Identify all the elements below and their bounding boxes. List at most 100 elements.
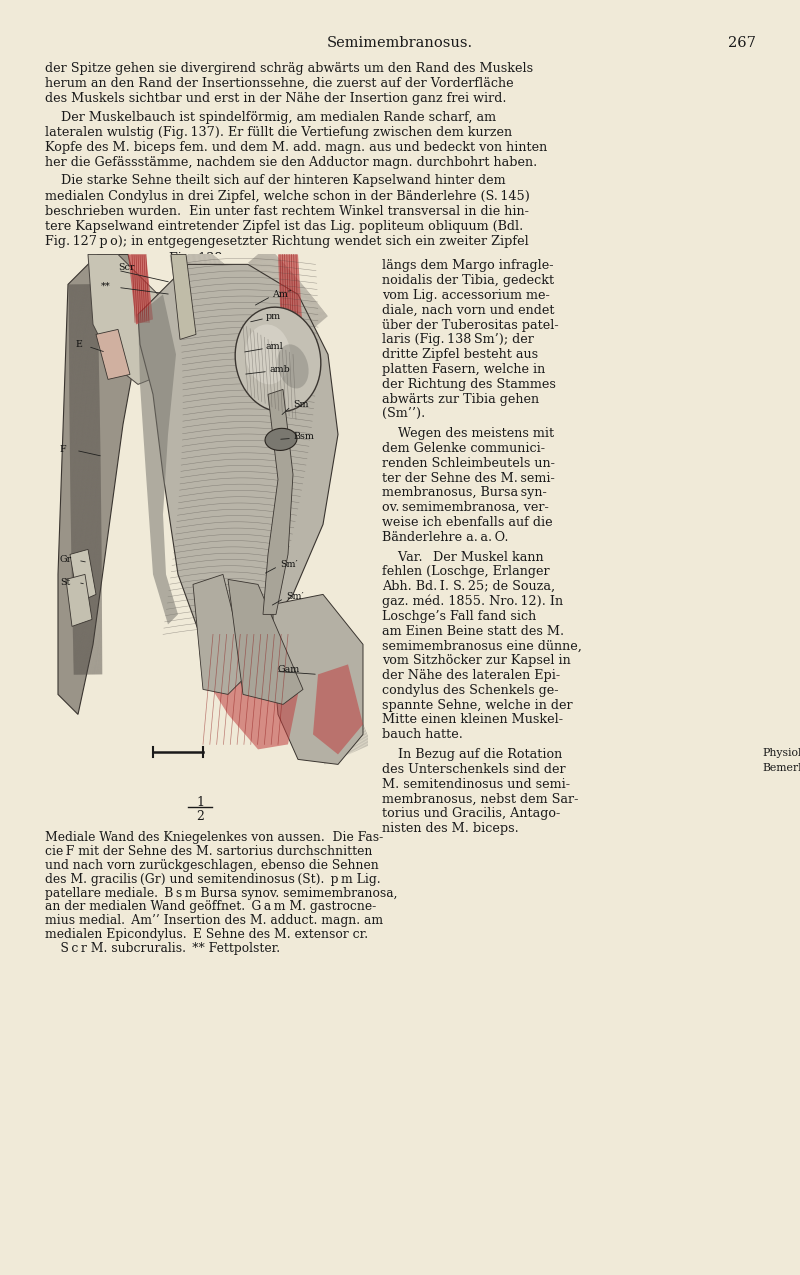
- Text: patellare mediale. B s m Bursa synov. semimembranosa,: patellare mediale. B s m Bursa synov. se…: [45, 886, 398, 900]
- Text: der Richtung des Stammes: der Richtung des Stammes: [382, 377, 556, 391]
- Text: dem Gelenke communici-: dem Gelenke communici-: [382, 442, 545, 455]
- Text: F: F: [60, 445, 66, 454]
- Polygon shape: [203, 625, 298, 750]
- FancyBboxPatch shape: [28, 255, 368, 774]
- Text: des M. gracilis (Gr) und semitendinosus (St). p m Lig.: des M. gracilis (Gr) und semitendinosus …: [45, 873, 381, 886]
- Text: semimembranosus eine dünne,: semimembranosus eine dünne,: [382, 639, 582, 653]
- Text: spannte Sehne, welche in der: spannte Sehne, welche in der: [382, 699, 573, 711]
- Polygon shape: [66, 575, 92, 626]
- Text: medialen Epicondylus. E Sehne des M. extensor cr.: medialen Epicondylus. E Sehne des M. ext…: [45, 928, 368, 941]
- Text: mius medial. Am’’ Insertion des M. adduct. magn. am: mius medial. Am’’ Insertion des M. adduc…: [45, 914, 383, 927]
- Text: membranosus, Bursa syn-: membranosus, Bursa syn-: [382, 486, 546, 500]
- Text: Scr: Scr: [118, 263, 134, 272]
- Text: dritte Zipfel besteht aus: dritte Zipfel besteht aus: [382, 348, 538, 361]
- Text: Fig. 138.: Fig. 138.: [170, 252, 226, 265]
- Text: Bsm: Bsm: [293, 432, 314, 441]
- Text: und nach vorn zurückgeschlagen, ebenso die Sehnen: und nach vorn zurückgeschlagen, ebenso d…: [45, 859, 378, 872]
- Text: 2: 2: [196, 811, 204, 824]
- Polygon shape: [70, 550, 96, 602]
- Text: des Muskels sichtbar und erst in der Nähe der Insertion ganz frei wird.: des Muskels sichtbar und erst in der Näh…: [45, 92, 506, 106]
- Text: 1: 1: [196, 797, 204, 810]
- Polygon shape: [228, 579, 303, 704]
- Text: renden Schleimbeutels un-: renden Schleimbeutels un-: [382, 456, 555, 469]
- Text: **: **: [101, 282, 110, 291]
- Text: E: E: [76, 340, 83, 349]
- Text: cie F mit der Sehne des M. sartorius durchschnitten: cie F mit der Sehne des M. sartorius dur…: [45, 845, 372, 858]
- Text: aml: aml: [266, 342, 284, 351]
- Text: Sm′: Sm′: [280, 560, 298, 569]
- Text: St: St: [60, 578, 70, 586]
- Polygon shape: [193, 575, 248, 695]
- Polygon shape: [273, 594, 363, 765]
- Text: am Einen Beine statt des M.: am Einen Beine statt des M.: [382, 625, 564, 638]
- Text: vom Lig. accessorium me-: vom Lig. accessorium me-: [382, 289, 550, 302]
- Text: diale, nach vorn und endet: diale, nach vorn und endet: [382, 303, 554, 316]
- Text: Loschge’s Fall fand sich: Loschge’s Fall fand sich: [382, 609, 536, 622]
- Text: amb: amb: [270, 365, 290, 374]
- Text: gaz. méd. 1855. Nro. 12). In: gaz. méd. 1855. Nro. 12). In: [382, 595, 563, 608]
- Polygon shape: [263, 389, 293, 615]
- Text: Bänderlehre a. a. O.: Bänderlehre a. a. O.: [382, 530, 509, 544]
- Text: M. semitendinosus und semi-: M. semitendinosus und semi-: [382, 778, 570, 790]
- Text: ov. semimembranosa, ver-: ov. semimembranosa, ver-: [382, 501, 549, 514]
- Text: Die starke Sehne theilt sich auf der hinteren Kapselwand hinter dem: Die starke Sehne theilt sich auf der hin…: [45, 175, 506, 187]
- Text: abwärts zur Tibia gehen: abwärts zur Tibia gehen: [382, 393, 539, 405]
- Text: weise ich ebenfalls auf die: weise ich ebenfalls auf die: [382, 516, 553, 529]
- Text: bauch hatte.: bauch hatte.: [382, 728, 463, 741]
- Text: über der Tuberositas patel-: über der Tuberositas patel-: [382, 319, 558, 332]
- Text: der Nähe des lateralen Epi-: der Nähe des lateralen Epi-: [382, 669, 560, 682]
- Text: Am″: Am″: [272, 289, 291, 298]
- Text: Fig. 127 p o); in entgegengesetzter Richtung wendet sich ein zweiter Zipfel: Fig. 127 p o); in entgegengesetzter Rich…: [45, 235, 529, 249]
- Polygon shape: [313, 664, 363, 755]
- Ellipse shape: [246, 324, 290, 384]
- Text: Gam: Gam: [278, 664, 300, 674]
- Text: ter der Sehne des M. semi-: ter der Sehne des M. semi-: [382, 472, 554, 484]
- Text: Mitte einen kleinen Muskel-: Mitte einen kleinen Muskel-: [382, 714, 563, 727]
- Text: 267: 267: [728, 36, 756, 50]
- Text: condylus des Schenkels ge-: condylus des Schenkels ge-: [382, 683, 558, 697]
- Text: torius und Gracilis, Antago-: torius und Gracilis, Antago-: [382, 807, 560, 820]
- Text: tere Kapselwand eintretender Zipfel ist das Lig. popliteum obliquum (Bdl.: tere Kapselwand eintretender Zipfel ist …: [45, 221, 523, 233]
- Text: Gr: Gr: [60, 555, 72, 564]
- Ellipse shape: [265, 428, 297, 450]
- Text: Semimembranosus.: Semimembranosus.: [327, 36, 473, 50]
- Text: Sm: Sm: [293, 400, 309, 409]
- Text: membranosus, nebst dem Sar-: membranosus, nebst dem Sar-: [382, 792, 578, 806]
- Text: Sm′: Sm′: [286, 592, 304, 601]
- Text: noidalis der Tibia, gedeckt: noidalis der Tibia, gedeckt: [382, 274, 554, 287]
- Text: Abh. Bd. I. S. 25; de Souza,: Abh. Bd. I. S. 25; de Souza,: [382, 580, 555, 593]
- Text: des Unterschenkels sind der: des Unterschenkels sind der: [382, 762, 566, 775]
- Polygon shape: [58, 255, 143, 714]
- Text: längs dem Margo infragle-: längs dem Margo infragle-: [382, 259, 554, 273]
- Text: platten Fasern, welche in: platten Fasern, welche in: [382, 363, 546, 376]
- Polygon shape: [278, 255, 306, 384]
- Polygon shape: [88, 255, 178, 384]
- Text: her die Gefässstämme, nachdem sie den Adductor magn. durchbohrt haben.: her die Gefässstämme, nachdem sie den Ad…: [45, 157, 538, 170]
- Polygon shape: [96, 329, 130, 380]
- Text: an der medialen Wand geöffnet. G a m M. gastrocne-: an der medialen Wand geöffnet. G a m M. …: [45, 900, 376, 913]
- Text: Var.  Der Muskel kann: Var. Der Muskel kann: [382, 551, 544, 564]
- Ellipse shape: [278, 344, 309, 389]
- Text: medialen Condylus in drei Zipfel, welche schon in der Bänderlehre (S. 145): medialen Condylus in drei Zipfel, welche…: [45, 190, 530, 203]
- Text: der Spitze gehen sie divergirend schräg abwärts um den Rand des Muskels: der Spitze gehen sie divergirend schräg …: [45, 62, 533, 75]
- Text: Bemerk.: Bemerk.: [762, 762, 800, 773]
- Polygon shape: [171, 255, 196, 339]
- Text: S c r M. subcruralis. ** Fettpolster.: S c r M. subcruralis. ** Fettpolster.: [45, 942, 280, 955]
- Text: laris (Fig. 138 Sm’); der: laris (Fig. 138 Sm’); der: [382, 333, 534, 347]
- Text: beschrieben wurden.  Ein unter fast rechtem Winkel transversal in die hin-: beschrieben wurden. Ein unter fast recht…: [45, 205, 529, 218]
- Text: Wegen des meistens mit: Wegen des meistens mit: [382, 427, 554, 440]
- Polygon shape: [138, 295, 178, 625]
- Text: pm: pm: [266, 312, 281, 321]
- Text: herum an den Rand der Insertionssehne, die zuerst auf der Vorderfläche: herum an den Rand der Insertionssehne, d…: [45, 78, 514, 91]
- Ellipse shape: [235, 307, 321, 412]
- Polygon shape: [128, 255, 153, 324]
- Text: fehlen (Loschge, Erlanger: fehlen (Loschge, Erlanger: [382, 565, 550, 579]
- Text: (Sm’’).: (Sm’’).: [382, 408, 426, 421]
- Text: Mediale Wand des Kniegelenkes von aussen.  Die Fas-: Mediale Wand des Kniegelenkes von aussen…: [45, 831, 383, 844]
- Text: vom Sitzhöcker zur Kapsel in: vom Sitzhöcker zur Kapsel in: [382, 654, 570, 667]
- Text: Physiol.: Physiol.: [762, 748, 800, 759]
- Text: Kopfe des M. biceps fem. und dem M. add. magn. aus und bedeckt von hinten: Kopfe des M. biceps fem. und dem M. add.…: [45, 142, 547, 154]
- Text: nisten des M. biceps.: nisten des M. biceps.: [382, 822, 518, 835]
- Text: lateralen wulstig (Fig. 137). Er füllt die Vertiefung zwischen dem kurzen: lateralen wulstig (Fig. 137). Er füllt d…: [45, 126, 512, 139]
- Text: In Bezug auf die Rotation: In Bezug auf die Rotation: [382, 748, 562, 761]
